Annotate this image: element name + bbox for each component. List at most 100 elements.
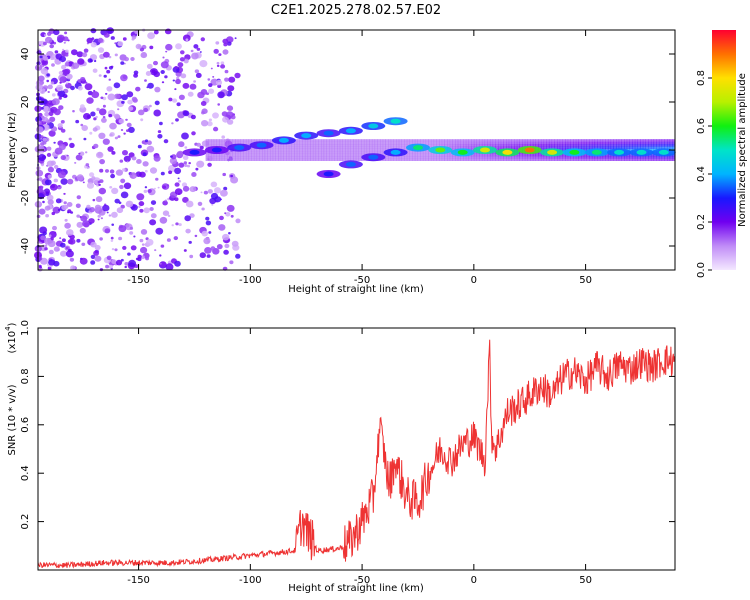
spectrogram-band-cell [275,158,279,161]
spectrogram-band-cell [224,141,228,145]
spectrogram-noise-cell [201,120,209,127]
spectrogram-noise-cell [162,185,167,189]
spectrogram-noise-cell [218,53,222,56]
spectrogram-noise-cell [76,238,81,243]
spectrogram-band-cell [594,139,598,142]
spectrogram-band-cell [219,153,223,157]
spectrogram-noise-cell [76,221,84,228]
spectrogram-noise-cell [196,142,201,147]
spectrogram-band-cell [433,141,437,145]
spectrogram-noise-cell [136,159,142,164]
spectrogram-band-cell [514,146,518,149]
spectrogram-band-cell [208,156,212,159]
spectrogram-band-cell [256,153,260,157]
snr-series-line [37,339,676,569]
spectrogram-band-cell [262,158,266,161]
spectrogram-band-cell [417,158,421,161]
spectrogram-noise-cell [154,249,157,252]
spectrogram-noise-cell [150,200,157,206]
spectrogram-noise-cell [110,36,115,40]
spectrogram-band-cell [658,141,663,145]
spectrogram-noise-cell [140,229,148,235]
spectrogram-noise-cell [42,117,49,122]
y-tick-label: 1.0 [20,320,31,336]
spectrogram-noise-cell [72,62,80,69]
spectrogram-band-cell [310,158,314,161]
spectrogram-band-cell [516,153,520,157]
spectrogram-band-cell [404,158,408,161]
spectrogram-track-core [390,149,401,155]
spectrogram-band-cell [444,158,448,161]
spectrogram-band-cell [318,151,322,154]
spectrogram-noise-cell [208,88,215,94]
spectrogram-noise-cell [147,189,152,193]
spectrogram-noise-cell [89,207,95,213]
spectrogram-noise-cell [161,81,165,84]
spectrogram-noise-cell [199,252,206,259]
spectrogram-noise-cell [60,242,66,248]
spectrogram-band-cell [573,141,577,145]
spectrogram-band-cell [304,151,309,154]
spectrogram-band-cell [315,151,319,154]
spectrogram-noise-cell [51,63,55,67]
spectrogram-band-cell [318,141,322,145]
spectrogram-band-cell [436,144,440,147]
spectrogram-band-cell [385,158,389,161]
spectrogram-band-cell [573,144,577,147]
spectrogram-band-cell [642,158,646,161]
spectrogram-noise-cell [70,211,74,214]
spectrogram-band-cell [538,146,542,149]
spectrogram-band-cell [567,139,571,142]
spectrogram-band-cell [605,146,609,149]
spectrogram-band-cell [481,139,486,142]
spectrogram-noise-cell [215,41,220,45]
spectrogram-band-cell [358,141,362,145]
spectrogram-band-cell [347,141,351,145]
spectrogram-band-cell [642,144,646,147]
spectrogram-band-cell [270,156,274,159]
spectrogram-band-cell [318,146,322,149]
spectrogram-band-cell [382,144,386,147]
spectrogram-noise-cell [175,118,179,122]
spectrogram-noise-cell [52,225,57,231]
spectrogram-band-cell [522,141,526,145]
spectrogram-band-cell [479,139,483,142]
spectrogram-noise-cell [108,78,111,81]
spectrogram-noise-cell [167,214,171,217]
spectrogram-noise-cell [114,248,118,252]
spectrogram-noise-cell [174,88,177,91]
spectrogram-noise-cell [111,187,119,195]
spectrogram-band-cell [227,141,231,145]
spectrogram-noise-cell [95,115,98,119]
spectrogram-band-cell [586,141,590,145]
spectrogram-band-cell [339,153,343,157]
spectrogram-band-cell [355,151,359,154]
spectrogram-noise-cell [75,203,81,209]
spectrogram-band-cell [304,148,309,152]
spectrogram-band-cell [259,151,263,154]
spectrogram-band-cell [498,156,502,159]
spectrogram-band-cell [495,146,499,149]
x-tick-label: -150 [127,275,150,286]
spectrogram-band-cell [369,151,373,154]
spectrogram-band-cell [527,139,531,142]
spectrogram-band-cell [492,156,496,159]
spectrogram-band-cell [353,146,357,149]
spectrogram-noise-cell [92,198,96,202]
spectrogram-band-cell [294,141,298,145]
spectrogram-noise-cell [64,31,68,35]
spectrogram-noise-cell [81,125,88,131]
spectrogram-band-cell [570,141,574,145]
spectrogram-band-cell [385,146,389,149]
spectrogram-band-cell [302,148,306,152]
spectrogram-band-cell [406,153,410,157]
spectrogram-noise-cell [80,215,88,222]
spectrogram-noise-cell [173,236,178,241]
chart-title: C2E1.2025.278.02.57.E02 [271,3,441,18]
spectrogram-noise-cell [54,164,59,169]
spectrogram-noise-cell [98,132,106,139]
spectrogram-band-cell [339,151,343,154]
spectrogram-band-cell [353,148,357,152]
spectrogram-band-cell [243,153,247,157]
spectrogram-noise-cell [138,201,145,207]
